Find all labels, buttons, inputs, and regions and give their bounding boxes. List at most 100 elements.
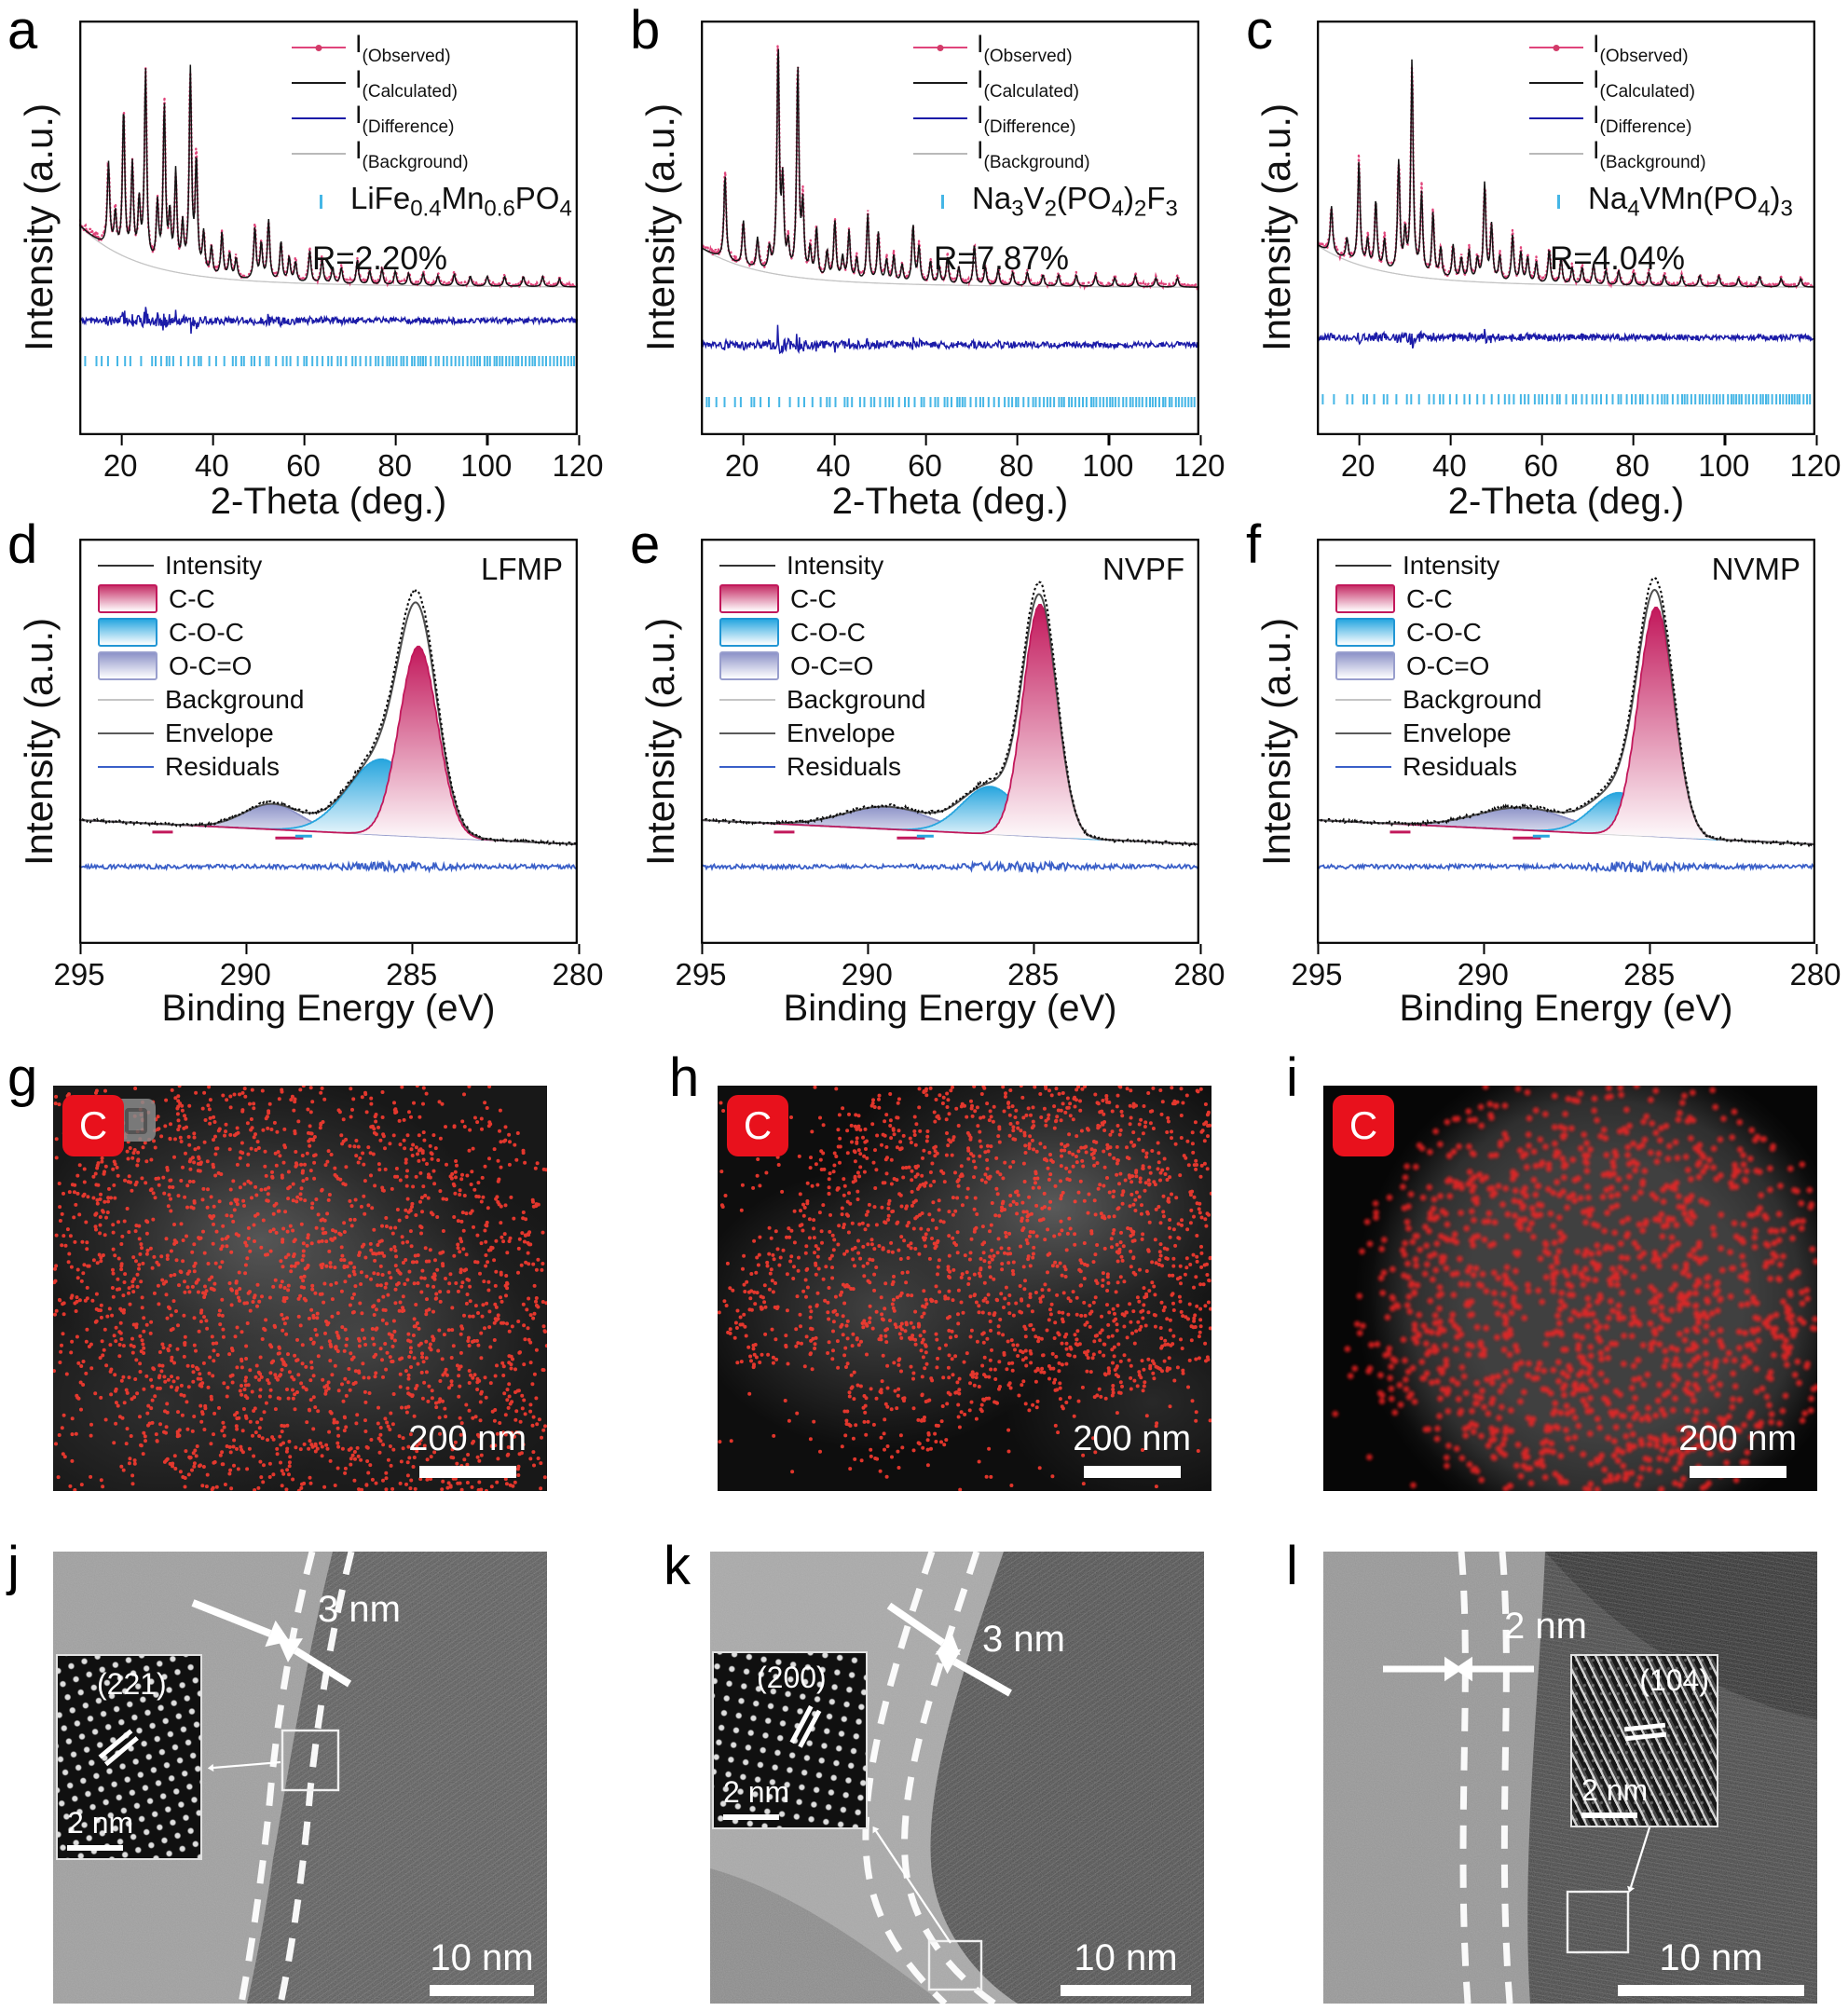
observed-line-swatch bbox=[292, 46, 346, 48]
element-badge: C bbox=[1333, 1095, 1394, 1156]
calculated-curve bbox=[1317, 59, 1815, 288]
legend-label: C-C bbox=[1406, 583, 1453, 613]
element-label: C bbox=[1348, 1103, 1378, 1147]
x-tick: 60 bbox=[286, 435, 321, 483]
x-tick: 60 bbox=[908, 435, 942, 483]
legend-label: Residuals bbox=[165, 751, 280, 781]
scale-bar: 200 nm bbox=[408, 1419, 527, 1478]
observed-line-swatch bbox=[1529, 46, 1583, 48]
envelope-line-swatch bbox=[98, 732, 154, 734]
eds-map-i: C 200 nm bbox=[1323, 1086, 1817, 1491]
panel-letter-g: g bbox=[7, 1047, 38, 1108]
legend-label: I(Observed) bbox=[355, 30, 451, 66]
y-axis-label: Intensity (a.u.) bbox=[1254, 617, 1298, 867]
x-tick: 120 bbox=[1789, 435, 1841, 483]
phase-row: Na4VMn(PO4)3 bbox=[1535, 181, 1793, 223]
legend-label: Residuals bbox=[1403, 751, 1517, 781]
roi-box bbox=[281, 1729, 340, 1792]
background-line-swatch bbox=[1335, 698, 1391, 701]
xrd-plot-b: I(Observed) I(Calculated) I(Difference) … bbox=[701, 21, 1199, 435]
oco-swatch bbox=[98, 651, 157, 680]
hrtem-graphics bbox=[1323, 1552, 1817, 2004]
arrow-head bbox=[936, 1648, 962, 1675]
legend-label: C-O-C bbox=[1406, 617, 1482, 647]
legend-item-coc: C-O-C bbox=[719, 618, 925, 647]
phase-row: Na3V2(PO4)2F3 bbox=[919, 181, 1178, 223]
sample-tag: NVMP bbox=[1711, 552, 1800, 586]
calculated-line-swatch bbox=[1529, 81, 1583, 84]
inset-scale-line bbox=[1581, 1813, 1637, 1818]
intensity-line-swatch bbox=[98, 564, 154, 567]
legend-item-observed: I(Observed) bbox=[292, 30, 572, 66]
scale-bar-line bbox=[1061, 1985, 1191, 1996]
difference-curve bbox=[701, 324, 1199, 355]
arrow-head bbox=[1627, 1885, 1635, 1893]
difference-line-swatch bbox=[913, 116, 967, 119]
x-tick: 280 bbox=[1173, 944, 1225, 992]
legend-label: C-C bbox=[169, 583, 215, 613]
element-dots bbox=[718, 1086, 1211, 1491]
xps-legend-e: Intensity C-C C-O-C O-C=O Background Env… bbox=[719, 551, 926, 781]
roi-box bbox=[1566, 1890, 1630, 1954]
eds-map-h: C 200 nm bbox=[718, 1086, 1211, 1491]
legend-label: Envelope bbox=[165, 718, 274, 747]
lattice-plane-label: (200) bbox=[757, 1661, 827, 1694]
legend-label: I(Observed) bbox=[1593, 30, 1689, 66]
legend-label: Background bbox=[1403, 684, 1542, 714]
arrow-head bbox=[935, 1631, 961, 1655]
panel-letter-d: d bbox=[7, 514, 38, 575]
carbon-map-dots bbox=[1332, 1086, 1817, 1491]
legend-item-calculated: I(Calculated) bbox=[913, 65, 1178, 102]
xps-chart-f bbox=[1317, 539, 1815, 944]
bragg-position-ticks bbox=[84, 356, 575, 366]
phase-formula: LiFe0.4Mn0.6PO4 bbox=[350, 181, 572, 222]
background-curve bbox=[701, 247, 1199, 288]
background-line-swatch bbox=[292, 152, 346, 155]
plot-border bbox=[1317, 21, 1815, 435]
lattice-inset: (221) 2 nm bbox=[56, 1654, 202, 1860]
sample-tag: LFMP bbox=[480, 552, 563, 586]
legend-item-residuals: Residuals bbox=[98, 751, 304, 781]
legend-label: I(Calculated) bbox=[1593, 65, 1695, 102]
legend-item-residuals: Residuals bbox=[1335, 751, 1541, 781]
x-tick: 295 bbox=[53, 944, 105, 992]
panel-letter-j: j bbox=[7, 1536, 20, 1596]
background-line-swatch bbox=[719, 698, 775, 701]
x-axis-ticks: 20 40 60 80 100 120 bbox=[1317, 435, 1841, 483]
legend-item-difference: I(Difference) bbox=[913, 101, 1178, 137]
scale-bar: 200 nm bbox=[1073, 1419, 1191, 1478]
background-line-swatch bbox=[913, 152, 967, 155]
scale-bar-line bbox=[430, 1985, 534, 1996]
x-tick: 20 bbox=[724, 435, 760, 483]
r-factor: R=4.04% bbox=[1550, 239, 1685, 277]
legend-item-envelope: Envelope bbox=[1335, 718, 1541, 747]
inset-scale-line bbox=[723, 1814, 779, 1820]
legend-label: I(Background) bbox=[1593, 136, 1706, 172]
phase-formula: Na4VMn(PO4)3 bbox=[1588, 181, 1793, 222]
bragg-tick-swatch bbox=[1557, 194, 1560, 209]
intensity-line-swatch bbox=[719, 564, 775, 567]
legend-item-background: I(Background) bbox=[292, 136, 572, 172]
carbon-map-dots bbox=[53, 1086, 547, 1491]
x-tick: 285 bbox=[386, 944, 438, 992]
legend-label: Background bbox=[787, 684, 926, 714]
coc-swatch bbox=[1335, 618, 1395, 647]
scale-bar-line bbox=[418, 1466, 516, 1478]
x-tick: 295 bbox=[675, 944, 727, 992]
difference-line-swatch bbox=[292, 116, 346, 119]
coc-curve bbox=[701, 786, 1199, 845]
legend-label: I(Calculated) bbox=[977, 65, 1079, 102]
legend-item-residuals: Residuals bbox=[719, 752, 925, 781]
legend-item-difference: I(Difference) bbox=[1529, 101, 1793, 137]
fit-marker-cc bbox=[1389, 830, 1541, 840]
calculated-curve bbox=[79, 64, 578, 288]
legend-item-observed: I(Observed) bbox=[1529, 30, 1793, 66]
cc-swatch bbox=[1335, 584, 1395, 613]
envelope-line-swatch bbox=[719, 732, 775, 734]
legend-label: Intensity bbox=[165, 550, 263, 580]
arrow-head bbox=[872, 1826, 880, 1834]
inset-scale-line bbox=[67, 1845, 123, 1851]
x-tick: 80 bbox=[999, 435, 1034, 483]
inset-scale-label: 2 nm bbox=[1581, 1773, 1649, 1807]
